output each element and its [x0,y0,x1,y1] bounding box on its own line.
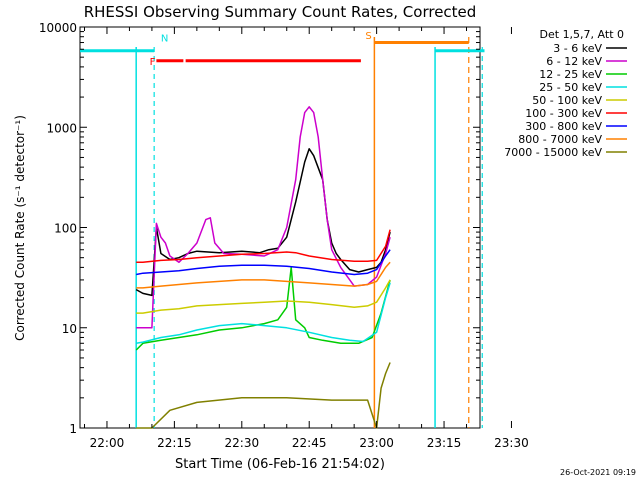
chart-title: RHESSI Observing Summary Count Rates, Co… [84,3,477,21]
legend-label-6: 100 - 300 keV [525,107,602,120]
legend-label-5: 50 - 100 keV [532,94,602,107]
footer-date: 26-Oct-2021 09:19 [560,468,636,477]
x-tick-label: 22:15 [157,436,192,450]
series-line-9 [136,362,391,429]
x-tick-label: 23:30 [494,436,529,450]
y-tick-label: 1 [69,422,77,436]
x-tick-label: 23:00 [359,436,394,450]
flag-label-N: N [161,33,168,44]
x-tick-label: 22:45 [292,436,327,450]
series-line-1 [135,148,391,297]
y-tick-label: 100 [54,222,77,236]
legend-label-4: 25 - 50 keV [539,81,602,94]
series-layer [135,106,391,429]
y-tick-label: 10 [62,322,77,336]
series-line-2 [136,106,391,329]
legend-label-8: 800 - 7000 keV [518,133,602,146]
legend-label-9: 7000 - 15000 keV [504,146,602,159]
legend-label-2: 6 - 12 keV [546,55,602,68]
flag-label-S: S [365,31,371,42]
y-axis: 1 10 100 1000 10000 [39,21,480,436]
x-axis-label: Start Time (06-Feb-16 21:54:02) [175,457,385,472]
x-tick-label: 23:15 [427,436,462,450]
legend-label-7: 300 - 800 keV [525,120,602,133]
series-line-4 [136,282,391,345]
legend-header: Det 1,5,7, Att 0 [540,28,624,41]
plot-frame [79,26,481,429]
flag-label-F: F [150,57,156,68]
series-line-7 [136,249,391,276]
time-markers: N F S [80,31,485,428]
legend-label-3: 12 - 25 keV [539,68,602,81]
plot-area [79,26,481,429]
y-axis-label: Corrected Count Rate (s⁻¹ detector⁻¹) [13,115,27,341]
series-line-3 [135,266,391,351]
legend-label-1: 3 - 6 keV [553,42,602,55]
x-tick-label: 22:00 [90,436,125,450]
series-line-6 [136,229,391,264]
series-line-8 [136,261,391,289]
x-tick-label: 22:30 [225,436,260,450]
y-tick-label: 10000 [39,21,77,35]
x-axis: 22:00 22:15 22:30 22:45 23:00 23:15 23:30 [83,27,529,450]
series-line-5 [136,279,391,314]
y-tick-label: 1000 [46,121,77,135]
